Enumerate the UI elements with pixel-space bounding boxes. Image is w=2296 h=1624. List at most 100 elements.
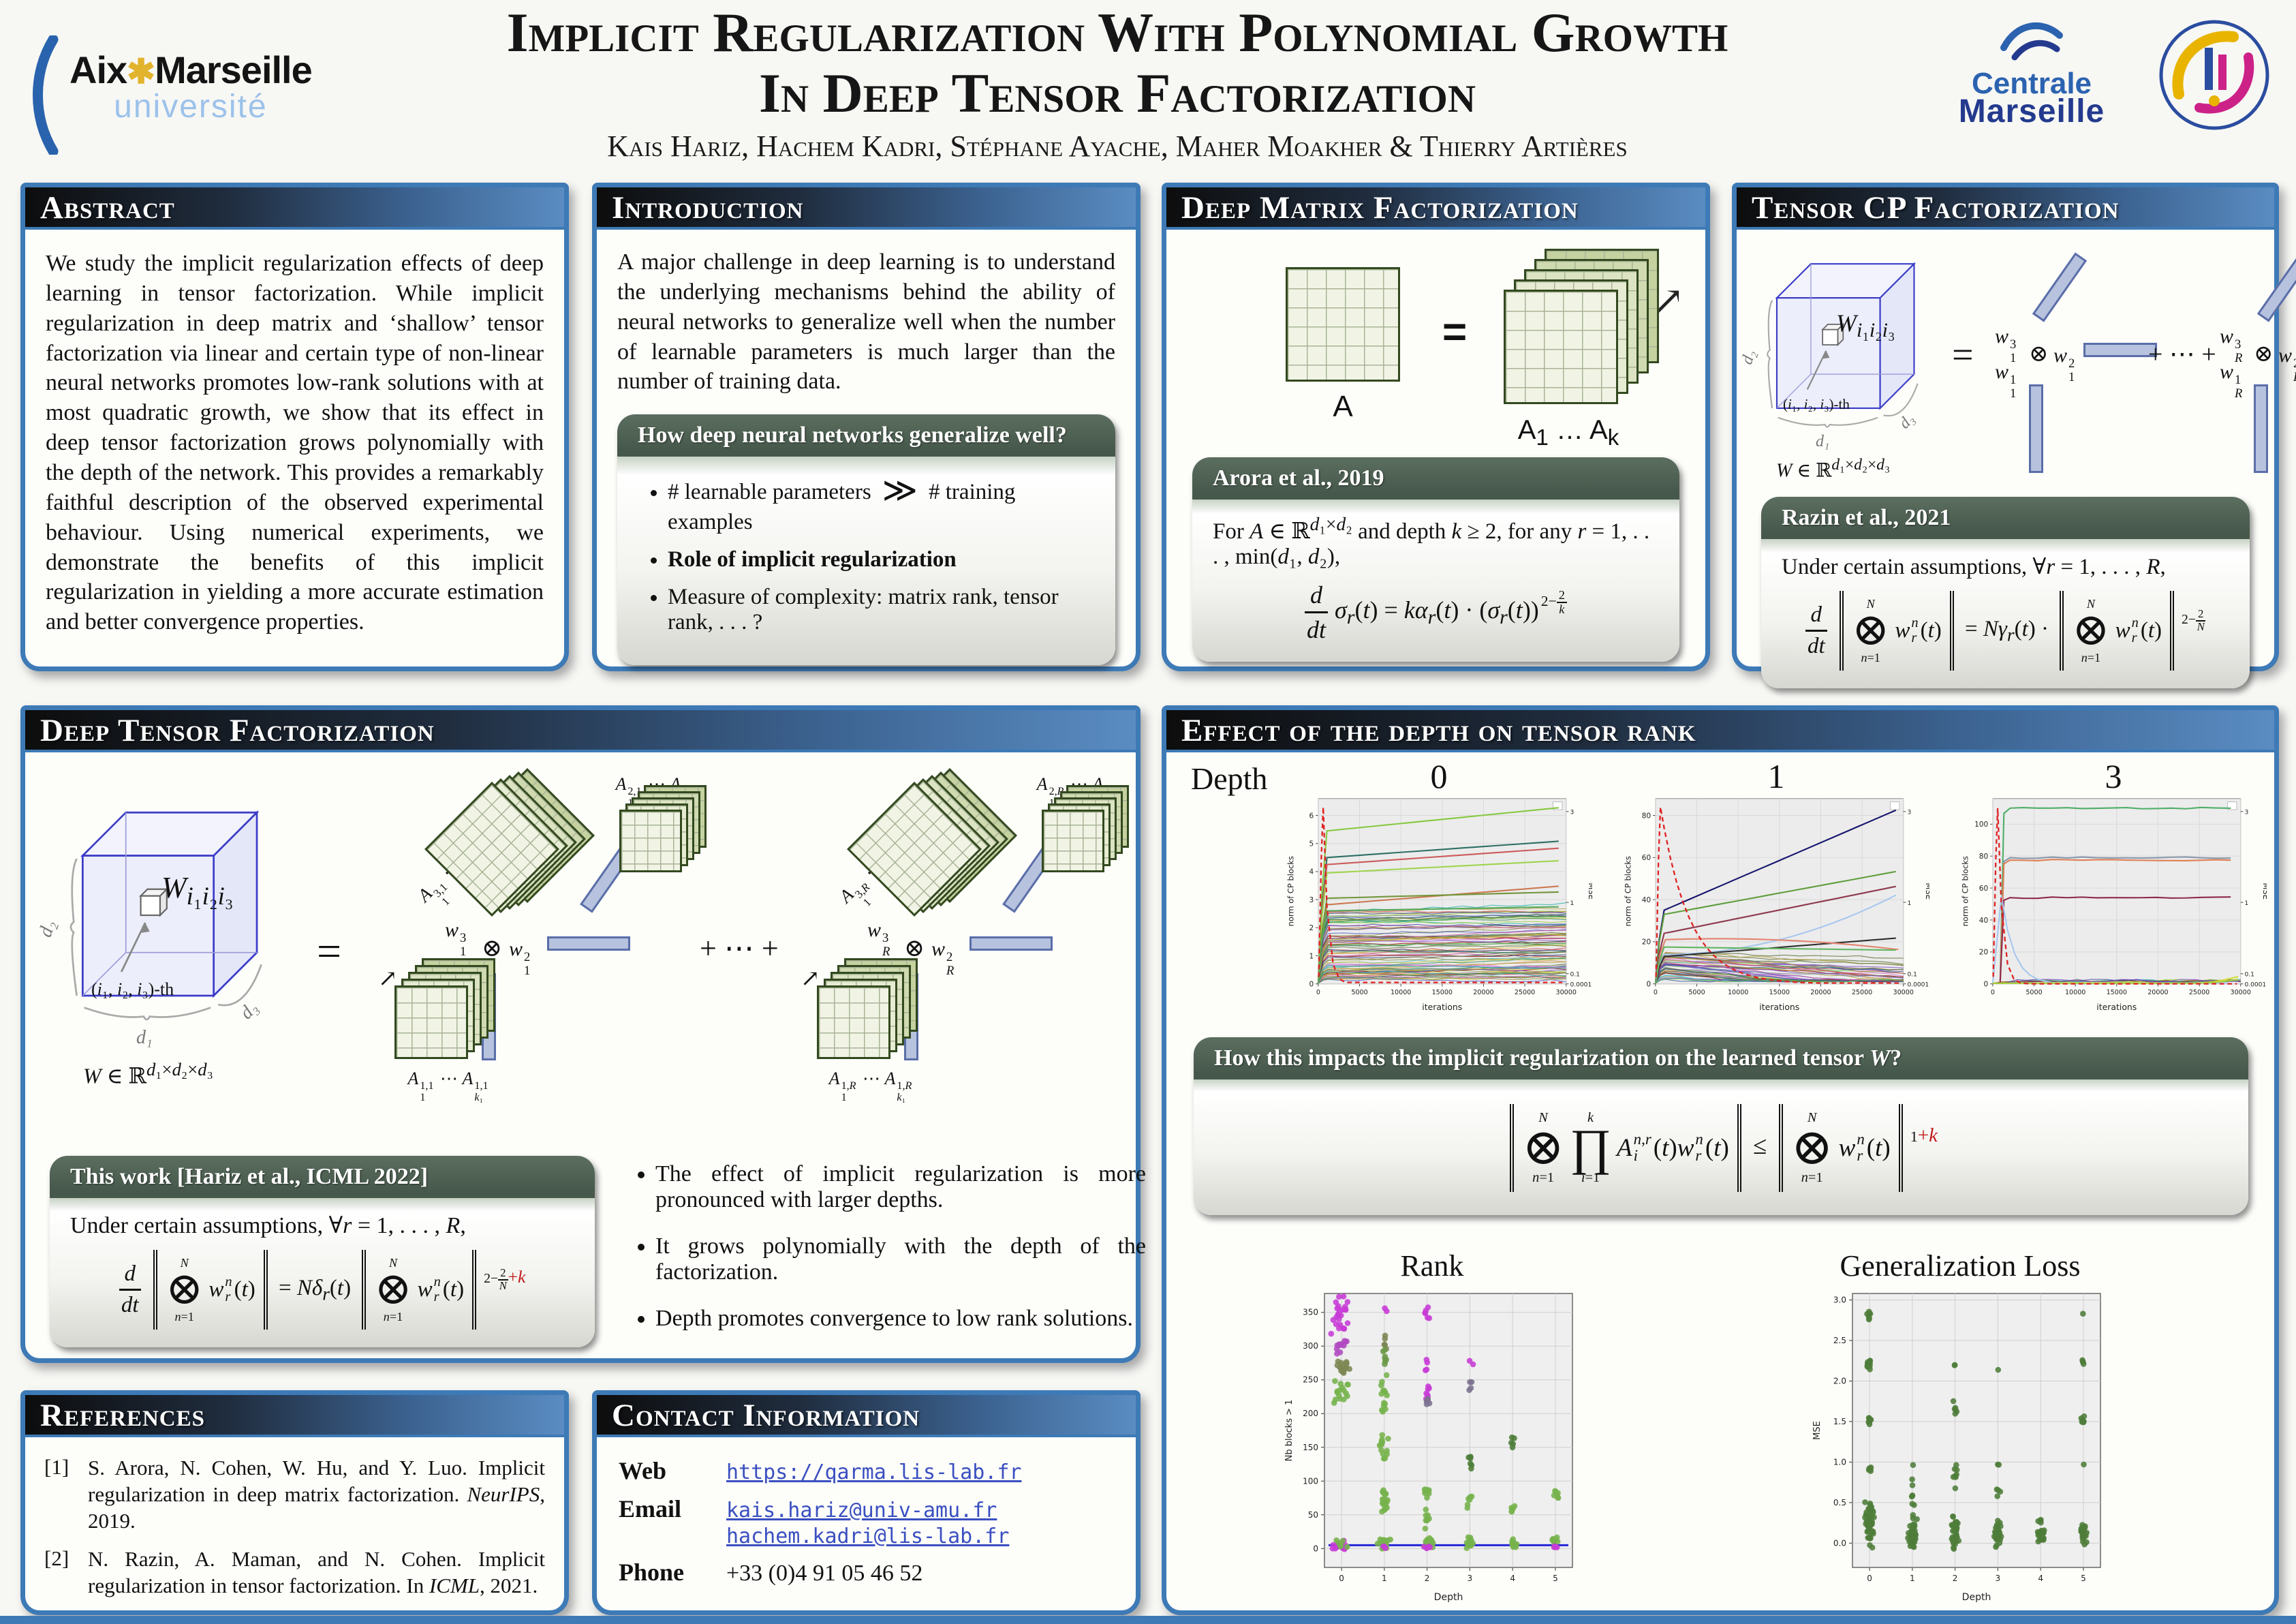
svg-text:100: 100: [1974, 821, 1988, 829]
svg-text:4: 4: [1309, 868, 1314, 876]
web-link[interactable]: https://qarma.lis-lab.fr: [726, 1460, 1022, 1484]
svg-text:0.0001: 0.0001: [1907, 982, 1929, 989]
this-work-box: This work [Hariz et al., ICML 2022] Unde…: [50, 1156, 595, 1348]
svg-text:20000: 20000: [1810, 989, 1831, 996]
abstract-panel: Abstract We study the implicit regulariz…: [20, 183, 569, 671]
razin-text: Under certain assumptions, ∀r = 1, . . .…: [1782, 555, 2166, 579]
amu-universite: université: [114, 89, 268, 125]
svg-text:250: 250: [1303, 1375, 1318, 1385]
svg-text:0.0: 0.0: [1833, 1538, 1846, 1548]
phone-label: Phone: [619, 1559, 685, 1586]
matrix-factorization-figure: A = ↗ A1 … Ak: [1166, 236, 1705, 450]
tensor-cube-icon: [69, 810, 262, 1021]
line-plot-depth-3: 0 20 40 60 80 100 0 5000 10000 15000 20000 25000 300…: [1960, 798, 2267, 1012]
equals-sign: =: [1442, 309, 1468, 356]
tensor-cube: Wi₁i₂i₃ (i₁, i₂, i₃)-th d₂ d₁ d₃ W ∈ ℝd₁…: [35, 783, 281, 1124]
intro-bullet-complexity: Measure of complexity: matrix rank, tens…: [668, 585, 1095, 635]
question-box-body: # learnable parameters ≫# training exampl…: [617, 457, 1115, 666]
svg-text:0: 0: [1339, 1574, 1344, 1583]
arora-title: Arora et al., 2019: [1192, 457, 1679, 500]
this-work-title: This work [Hariz et al., ICML 2022]: [50, 1156, 595, 1198]
deep-matrix-panel: Deep Matrix Factorization A = ↗ A1 … Ak …: [1162, 183, 1710, 671]
svg-text:Depth: Depth: [1434, 1592, 1463, 1603]
enit-logo-icon: [2159, 20, 2269, 130]
svg-text:25000: 25000: [1852, 989, 1872, 996]
web-label: Web: [619, 1457, 667, 1484]
impact-title: How this impacts the implicit regulariza…: [1194, 1037, 2248, 1079]
svg-text:Nb blocks > 1: Nb blocks > 1: [1284, 1400, 1294, 1462]
question-box: How deep neural networks generalize well…: [617, 414, 1115, 666]
svg-text:1: 1: [2244, 900, 2248, 907]
svg-text:30000: 30000: [1893, 989, 1913, 996]
plus-dots: + ⋯ +: [700, 932, 779, 965]
svg-text:MSE: MSE: [1587, 883, 1592, 900]
svg-text:iterations: iterations: [2096, 1002, 2137, 1012]
centrale-marseille-logo: Centrale Marseille: [1936, 15, 2127, 130]
abstract-header: Abstract: [25, 187, 564, 230]
poster-title-line2: In Deep Tensor Factorization: [759, 61, 1476, 124]
this-work-text: Under certain assumptions, ∀r = 1, . . .…: [70, 1213, 466, 1238]
tensor-cp-title: Tensor CP Factorization: [1752, 190, 2120, 226]
intro-bullet-params: # learnable parameters ≫# training exampl…: [668, 470, 1095, 535]
svg-text:30000: 30000: [1555, 989, 1576, 996]
svg-text:1: 1: [1309, 952, 1314, 960]
aix-marseille-logo: Aix✱Marseille université: [26, 35, 313, 155]
svg-text:80: 80: [1642, 812, 1651, 820]
otimes-symbol: ⊗: [904, 934, 925, 962]
this-work-formula: d dt N ⊗ n=1 w n r(t) = Nδr(t) N ⊗ n=1 w n r(t) 2− 2 N +…: [70, 1250, 574, 1330]
svg-text:1.5: 1.5: [1833, 1417, 1846, 1426]
effect-title: Effect of the depth on tensor rank: [1181, 713, 1696, 748]
svg-text:iterations: iterations: [1759, 1002, 1799, 1012]
tensor-space-label: W ∈ ℝd₁×d₂×d₃: [83, 1059, 213, 1088]
d1-label: d₁: [1816, 433, 1830, 450]
references-panel: References [1] S. Arora, N. Cohen, W. Hu…: [20, 1390, 569, 1615]
svg-text:1: 1: [1570, 900, 1574, 907]
svg-text:0: 0: [1316, 989, 1320, 996]
introduction-text: A major challenge in deep learning is to…: [617, 249, 1115, 395]
svg-text:0: 0: [1646, 981, 1651, 989]
authors: Kais Hariz, Hachem Kadri, Stéphane Ayach…: [607, 129, 1628, 164]
svg-text:15000: 15000: [1432, 989, 1453, 996]
deep-tensor-bullets: The effect of implicit regularization is…: [628, 1161, 1146, 1352]
svg-text:0: 0: [1991, 989, 1995, 996]
introduction-panel: Introduction A major challenge in deep l…: [592, 183, 1141, 671]
plot-title-depth3: 3: [2105, 757, 2122, 795]
svg-text:5000: 5000: [1688, 989, 1705, 996]
svg-text:5000: 5000: [2026, 989, 2042, 996]
svg-text:3.0: 3.0: [1833, 1296, 1846, 1305]
email-link-2[interactable]: hachem.kadri@lis-lab.fr: [726, 1525, 1010, 1548]
title-block: Implicit Regularization With Polynomial …: [320, 1, 1914, 164]
mode2-factor-stack: A2,R1 ⋯ A2,Rk₂: [1037, 774, 1130, 898]
svg-text:MSE: MSE: [1812, 1421, 1822, 1440]
plot-title-depth1: 1: [1767, 757, 1785, 795]
svg-text:3: 3: [2244, 810, 2248, 816]
dt-bullet-2: It grows polynomially with the depth of …: [655, 1234, 1146, 1285]
svg-text:5: 5: [1309, 840, 1314, 848]
much-greater-symbol: ≫: [882, 471, 918, 510]
svg-text:50: 50: [1308, 1510, 1318, 1520]
contact-header: Contact Information: [597, 1395, 1136, 1437]
this-work-body: Under certain assumptions, ∀r = 1, . . .…: [50, 1198, 595, 1348]
svg-text:0.1: 0.1: [1570, 972, 1579, 979]
rank-scatter-plot: 0 50 100 150 200 250 300 350 0 1 2 3 4 5 Depth Nb block…: [1284, 1293, 1573, 1603]
reference-text: S. Arora, N. Cohen, W. Hu, and Y. Luo. I…: [88, 1456, 545, 1533]
enit-logo: [2152, 12, 2278, 138]
svg-text:MSE: MSE: [2261, 883, 2267, 900]
mode3-factor-stack: [424, 768, 595, 917]
deep-tensor-figure: Wi₁i₂i₃ (i₁, i₂, i₃)-th d₂ d₁ d₃ W ∈ ℝd₁…: [25, 752, 1136, 1144]
email-link-1[interactable]: kais.hariz@univ-amu.fr: [726, 1499, 997, 1522]
w2-vector-bar: [2083, 343, 2157, 357]
poster-title-line1: Implicit Regularization With Polynomial …: [506, 1, 1728, 63]
svg-text:0: 0: [1983, 981, 1988, 989]
svg-text:20: 20: [1642, 938, 1651, 947]
centrale-text2: Marseille: [1958, 93, 2105, 129]
razin-box: Razin et al., 2021 Under certain assumpt…: [1761, 497, 2250, 689]
tensor-space-label: W ∈ ℝd₁×d₂×d₃: [1776, 456, 1891, 482]
dt-bullet-3: Depth promotes convergence to low rank s…: [655, 1306, 1146, 1332]
